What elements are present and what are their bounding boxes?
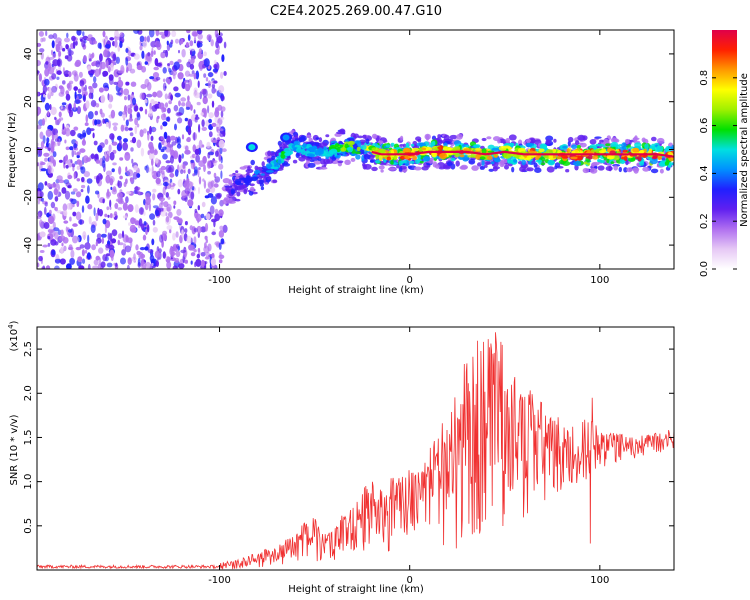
colorbar-tick-label: 0.2 [699, 213, 710, 229]
x-tick-label: 0 [407, 575, 413, 586]
signal-island [280, 132, 293, 143]
y-tick-label: -40 [23, 237, 34, 253]
snr-x-label: Height of straight line (km) [288, 584, 424, 595]
y-tick-label: 2.0 [23, 385, 34, 401]
colorbar-tick-label: 0.4 [699, 165, 710, 181]
colorbar-ticks: 0.0 0.2 0.4 0.6 0.8 [699, 70, 737, 277]
colorbar: 0.0 0.2 0.4 0.6 0.8 Normalized spectral ampl… [699, 30, 750, 277]
ridge-core-line [371, 150, 674, 158]
snr-panel: -100 0 100 0.5 1.0 1.5 2.0 2.5 Height of strai… [7, 320, 675, 595]
spectrogram-y-ticks: -40 -20 0 20 40 [23, 48, 674, 253]
spectrogram-panel: -100 0 100 -40 -20 0 20 40 Height of straight … [7, 29, 675, 296]
y-tick-label: -20 [23, 189, 34, 205]
colorbar-tick-label: 0.0 [699, 261, 710, 277]
y-tick-label: 40 [23, 48, 34, 61]
y-tick-label: 1.5 [23, 430, 34, 446]
snr-series-line [37, 332, 674, 570]
x-tick-label: -100 [208, 575, 231, 586]
colorbar-gradient [712, 30, 737, 269]
snr-frame [36, 326, 675, 571]
y-tick-label: 0 [23, 146, 34, 152]
snr-y-label: SNR (10 * v/v) [9, 414, 20, 485]
x-tick-label: 0 [407, 275, 413, 286]
snr-y-ticks: 0.5 1.0 1.5 2.0 2.5 [23, 341, 674, 534]
y-tick-label: 20 [23, 95, 34, 108]
x-tick-label: 100 [590, 575, 609, 586]
colorbar-label: Normalized spectral amplitude [739, 73, 750, 227]
spectrogram-x-label: Height of straight line (km) [288, 285, 424, 296]
snr-x-ticks: -100 0 100 [208, 327, 609, 586]
signal-ridge [221, 128, 674, 206]
spectrogram-x-ticks: -100 0 100 [208, 30, 609, 286]
signal-island [245, 142, 258, 153]
snr-plot-area [37, 332, 674, 570]
spectrogram-plot-area [37, 30, 674, 269]
colorbar-tick-label: 0.8 [699, 70, 710, 86]
colorbar-tick-label: 0.6 [699, 118, 710, 134]
y-tick-label: 1.0 [23, 474, 34, 490]
x-tick-label: -100 [208, 275, 231, 286]
y-tick-label: 0.5 [23, 518, 34, 534]
noise-speckle [37, 30, 228, 269]
snr-y-multiplier: (x104) [7, 320, 20, 351]
x-tick-label: 100 [590, 275, 609, 286]
figure-title: C2E4.2025.269.00.47.G10 [270, 4, 442, 19]
spectrogram-y-label: Frequency (Hz) [7, 112, 18, 188]
y-tick-label: 2.5 [23, 341, 34, 357]
